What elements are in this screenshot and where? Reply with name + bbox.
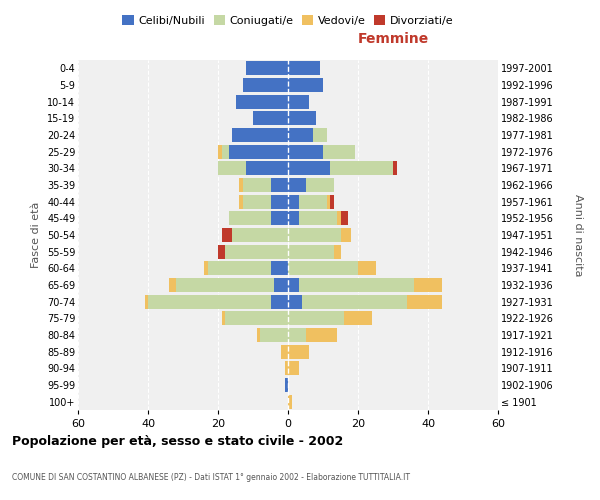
Bar	[281, 344, 288, 359]
Bar	[407, 294, 442, 308]
Bar	[176, 278, 274, 292]
Bar	[299, 211, 337, 226]
Bar	[288, 128, 313, 142]
Bar	[358, 261, 376, 276]
Text: Popolazione per età, sesso e stato civile - 2002: Popolazione per età, sesso e stato civil…	[12, 435, 343, 448]
Bar	[326, 194, 330, 209]
Bar	[242, 78, 288, 92]
Bar	[344, 311, 372, 326]
Bar	[288, 361, 299, 376]
Bar	[299, 194, 326, 209]
Bar	[242, 194, 271, 209]
Bar	[299, 278, 414, 292]
Bar	[288, 211, 299, 226]
Bar	[288, 178, 305, 192]
Bar	[288, 228, 341, 242]
Bar	[305, 178, 334, 192]
Bar	[271, 178, 288, 192]
Bar	[232, 228, 288, 242]
Bar	[274, 278, 288, 292]
Bar	[288, 394, 292, 409]
Bar	[337, 211, 341, 226]
Bar	[221, 144, 229, 159]
Bar	[246, 62, 288, 76]
Bar	[288, 344, 309, 359]
Bar	[341, 211, 347, 226]
Bar	[229, 144, 288, 159]
Bar	[260, 328, 288, 342]
Bar	[169, 278, 176, 292]
Bar	[330, 194, 334, 209]
Bar	[257, 328, 260, 342]
Bar	[288, 294, 302, 308]
Bar	[414, 278, 442, 292]
Bar	[246, 162, 288, 175]
Bar	[288, 261, 358, 276]
Bar	[271, 211, 288, 226]
Bar	[253, 112, 288, 126]
Bar	[313, 128, 326, 142]
Bar	[232, 128, 288, 142]
Bar	[288, 162, 330, 175]
Bar	[225, 244, 288, 259]
Bar	[284, 361, 288, 376]
Bar	[218, 162, 246, 175]
Bar	[229, 211, 271, 226]
Bar	[218, 144, 221, 159]
Bar	[271, 194, 288, 209]
Bar	[221, 311, 225, 326]
Text: COMUNE DI SAN COSTANTINO ALBANESE (PZ) - Dati ISTAT 1° gennaio 2002 - Elaborazio: COMUNE DI SAN COSTANTINO ALBANESE (PZ) -…	[12, 473, 410, 482]
Bar	[271, 294, 288, 308]
Bar	[323, 144, 355, 159]
Bar	[242, 178, 271, 192]
Bar	[148, 294, 271, 308]
Bar	[271, 261, 288, 276]
Bar	[208, 261, 271, 276]
Bar	[235, 94, 288, 109]
Bar	[288, 62, 320, 76]
Bar	[218, 244, 225, 259]
Bar	[288, 78, 323, 92]
Bar	[393, 162, 397, 175]
Bar	[288, 244, 334, 259]
Y-axis label: Anni di nascita: Anni di nascita	[573, 194, 583, 276]
Bar	[334, 244, 341, 259]
Bar	[288, 94, 309, 109]
Bar	[284, 378, 288, 392]
Legend: Celibi/Nubili, Coniugati/e, Vedovi/e, Divorziati/e: Celibi/Nubili, Coniugati/e, Vedovi/e, Di…	[118, 10, 458, 30]
Bar	[145, 294, 148, 308]
Bar	[288, 144, 323, 159]
Bar	[288, 278, 299, 292]
Bar	[288, 112, 316, 126]
Y-axis label: Fasce di età: Fasce di età	[31, 202, 41, 268]
Bar	[288, 328, 305, 342]
Bar	[305, 328, 337, 342]
Bar	[239, 178, 242, 192]
Bar	[288, 311, 344, 326]
Bar	[302, 294, 407, 308]
Bar	[221, 228, 232, 242]
Bar	[239, 194, 242, 209]
Bar	[341, 228, 351, 242]
Bar	[288, 194, 299, 209]
Text: Femmine: Femmine	[358, 32, 428, 46]
Bar	[204, 261, 208, 276]
Bar	[225, 311, 288, 326]
Bar	[330, 162, 393, 175]
